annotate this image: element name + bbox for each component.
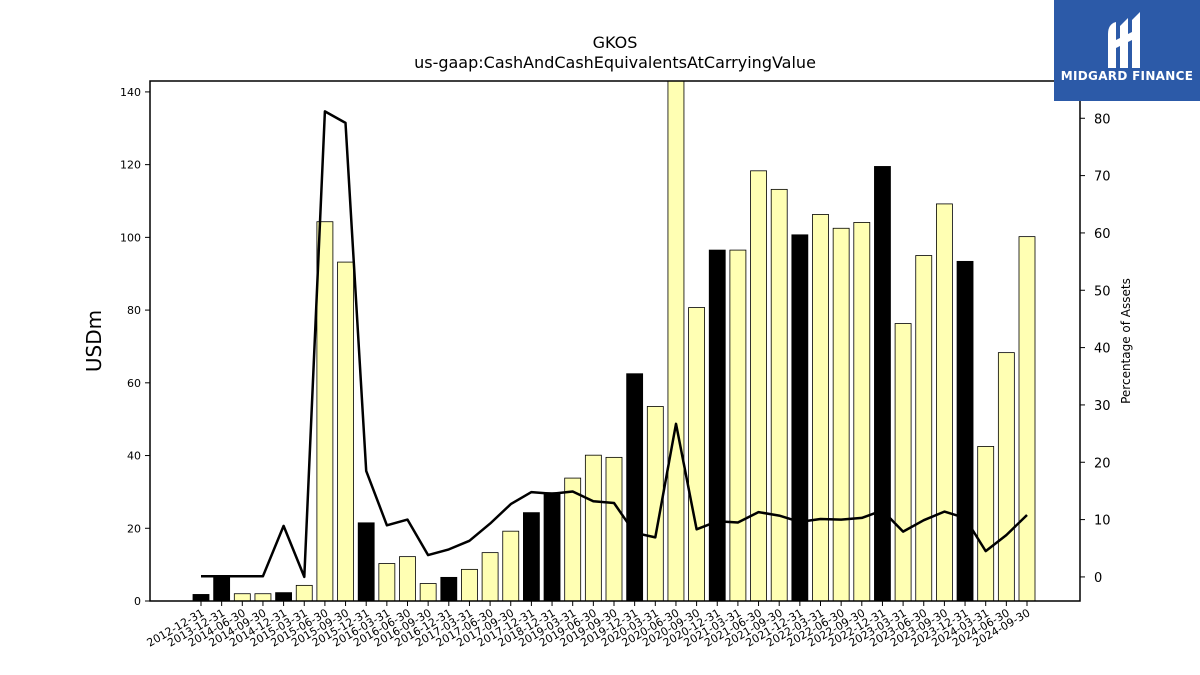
bar-2016-09-30 [419, 583, 437, 601]
y2-tick-label: 80 [1094, 112, 1111, 127]
bar-2013-12-31 [213, 576, 231, 601]
bar-2020-03-31 [646, 406, 664, 601]
bar-2024-09-30 [1018, 236, 1036, 601]
left-axis: 0 20 40 60 80 100 120 140 [120, 86, 150, 608]
bar-2020-09-30 [688, 307, 705, 601]
bar-2019-12-31 [626, 373, 644, 601]
y-tick-label: 140 [120, 86, 141, 99]
y2-tick-label: 20 [1094, 456, 1111, 471]
y-tick-label: 120 [120, 159, 141, 172]
bar-2023-06-30 [915, 255, 933, 601]
bar-2019-06-30 [584, 454, 602, 601]
bar-2016-06-30 [399, 556, 416, 601]
y-tick-label: 0 [134, 595, 141, 608]
bar-2015-03-31 [295, 584, 313, 601]
bar-2022-03-31 [812, 214, 829, 601]
y2-tick-label: 30 [1094, 399, 1111, 414]
bar-2019-09-30 [605, 456, 623, 601]
plot-frame [149, 80, 1081, 602]
x-axis: 2012-12-312013-12-312014-06-302014-09-30… [145, 601, 1033, 650]
chart-subtitle: us-gaap:CashAndCashEquivalentsAtCarrying… [414, 53, 816, 72]
bar-2024-03-31 [977, 446, 995, 601]
bar-2016-12-31 [440, 576, 458, 601]
bar-2023-03-31 [894, 323, 912, 601]
bar-2017-12-31 [523, 512, 540, 601]
bars-layer [192, 81, 1036, 601]
y-axis-label: USDm [82, 310, 106, 372]
bar-2020-12-31 [708, 249, 726, 601]
bar-2021-06-30 [750, 170, 767, 601]
y2-tick-label: 40 [1094, 342, 1111, 357]
bar-2017-03-31 [461, 568, 478, 601]
bar-2022-12-31 [874, 166, 891, 601]
bar-2015-06-30 [316, 221, 334, 601]
bar-2021-12-31 [791, 234, 809, 601]
y2-tick-label: 10 [1094, 514, 1111, 529]
bar-2012-12-31 [192, 594, 210, 601]
bar-2014-12-31 [275, 592, 293, 601]
bar-2016-03-31 [378, 563, 396, 601]
bar-2020-06-30 [667, 81, 685, 601]
y-tick-label: 60 [127, 377, 141, 390]
bar-2017-06-30 [481, 552, 499, 601]
chart-title: GKOS [593, 33, 638, 52]
line-layer [201, 110, 1028, 579]
logo-text: MIDGARD FINANCE [1060, 69, 1194, 83]
bar-2023-09-30 [936, 203, 953, 601]
bar-2024-06-30 [997, 352, 1015, 601]
bar-2021-03-31 [729, 249, 747, 601]
bar-2022-09-30 [853, 222, 871, 601]
right-axis: 0 10 20 30 40 50 60 70 80 [1080, 112, 1111, 586]
bar-2022-06-30 [832, 227, 850, 601]
midgard-logo-icon [1108, 12, 1140, 68]
midgard-finance-logo: MIDGARD FINANCE [1054, 0, 1200, 101]
bar-2015-09-30 [337, 261, 354, 601]
y2-tick-label: 50 [1094, 284, 1111, 299]
y-tick-label: 100 [120, 231, 141, 244]
y2-tick-label: 0 [1094, 571, 1102, 586]
bar-2021-09-30 [770, 188, 788, 601]
bar-2014-09-30 [254, 593, 272, 601]
bar-2018-12-31 [543, 492, 561, 601]
y2-tick-label: 70 [1094, 170, 1111, 185]
y2-axis-label: Percentage of Assets [1119, 278, 1133, 404]
percentage-line [201, 110, 1028, 579]
y-tick-label: 40 [127, 450, 141, 463]
bar-2014-06-30 [233, 593, 251, 601]
bar-2023-12-31 [956, 260, 974, 601]
bar-2019-03-31 [564, 477, 582, 601]
y2-tick-label: 60 [1094, 227, 1111, 242]
bar-2017-09-30 [502, 530, 520, 601]
bar-2015-12-31 [357, 522, 375, 601]
y-tick-label: 20 [127, 522, 141, 535]
y-tick-label: 80 [127, 304, 141, 317]
